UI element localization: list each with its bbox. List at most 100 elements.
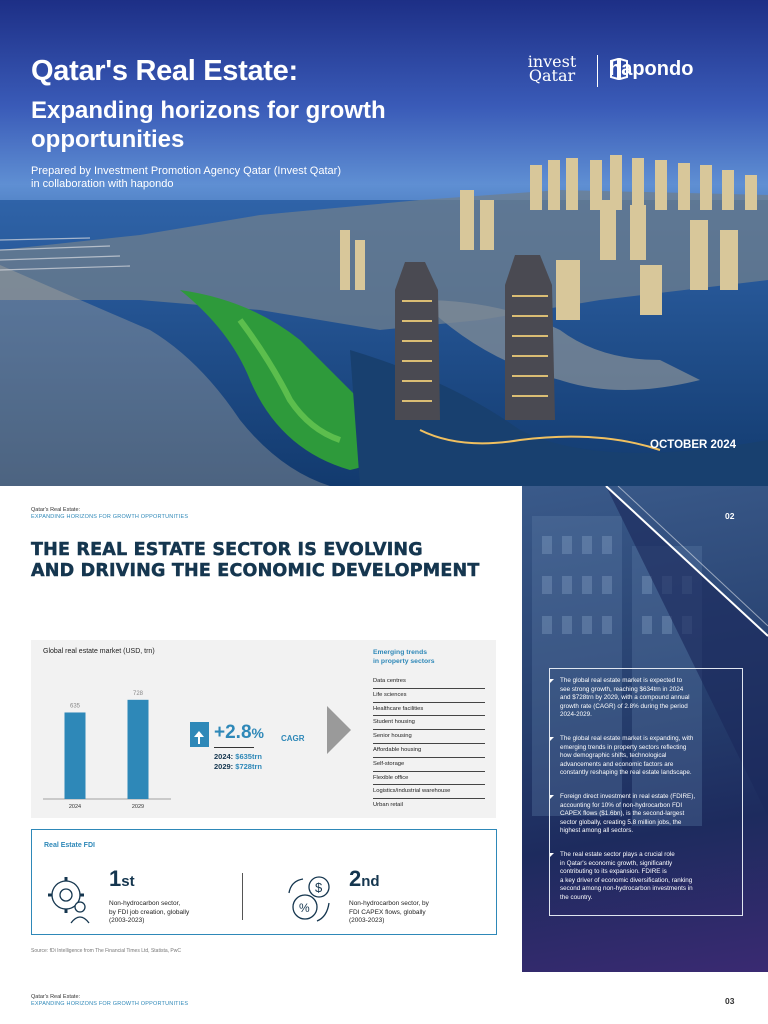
bullet-box [549, 668, 743, 916]
cover-title: Qatar's Real Estate: [31, 55, 298, 87]
fdi-divider [242, 873, 243, 920]
market-chart-panel: Global real estate market (USD, trn) 635… [31, 640, 496, 818]
rank1-desc-3: (2003-2023) [109, 917, 145, 924]
cagr-row2-value: $728trn [235, 762, 262, 771]
cagr-row1-value: $635trn [235, 752, 262, 761]
svg-text:$: $ [315, 880, 323, 895]
list-item: Self-storage [373, 758, 485, 772]
list-item: Logistics/industrial warehouse [373, 785, 485, 800]
building-photo-illustration [532, 486, 768, 826]
bullet-2-line: The global real estate market is expandi… [560, 735, 694, 742]
cover-subtitle: Expanding horizons for growth opportunit… [31, 97, 386, 153]
prepared-line-2: in collaboration with hapondo [31, 178, 174, 190]
bar-value-label: 635 [70, 703, 81, 709]
list-item: Healthcare facilities [373, 703, 485, 717]
rank2-number: 2 [349, 866, 362, 891]
hapondo-mark-icon [610, 58, 628, 80]
growth-arrow-icon [190, 722, 209, 747]
breadcrumb-title: Qatar's Real Estate: [31, 507, 81, 513]
rank1-desc-1: Non-hydrocarbon sector, [109, 900, 181, 907]
page-heading: THE REAL ESTATE SECTOR IS EVOLVING AND D… [31, 540, 511, 582]
page-number-03: 03 [725, 996, 735, 1006]
cagr-row-2029: 2029: $728trn [214, 762, 262, 771]
cagr-divider [214, 747, 254, 748]
trends-title: Emerging trends in property sectors [373, 648, 483, 666]
bullet-1-line: The global real estate market is expecte… [560, 677, 683, 684]
fdi-title: Real Estate FDI [44, 842, 95, 849]
bullet-3-line: accounting for 10% of non-hydrocarbon FD… [560, 801, 683, 809]
chart-title: Global real estate market (USD, trn) [43, 648, 155, 655]
fdi-panel: Real Estate FDI 1st Non-hydrocarbon sect… [31, 829, 497, 935]
fdi-rank-2: 2nd [349, 866, 380, 892]
list-item: Urban retail [373, 802, 403, 809]
bullet-2-line: constantly reshaping the real estate lan… [560, 769, 692, 776]
bullet-1-line: and $728trn by 2029, with a compound ann… [560, 694, 690, 701]
cagr-row-2024: 2024: $635trn [214, 752, 262, 761]
bullet-4-line: The real estate sector plays a crucial r… [560, 851, 675, 858]
heading-line-1: THE REAL ESTATE SECTOR IS EVOLVING [31, 540, 423, 561]
hapondo-text: hapondo [609, 58, 694, 80]
bullet-1: The global real estate market is expecte… [550, 677, 730, 720]
heading-line-2: AND DRIVING THE ECONOMIC DEVELOPMENT [31, 561, 480, 582]
logo-divider [597, 55, 598, 87]
breadcrumb-page-3: Qatar's Real Estate: EXPANDING HORIZONS … [31, 994, 188, 1007]
list-item: Senior housing [373, 730, 485, 744]
bullet-4-line: in Qatar's economic growth, significantl… [560, 859, 673, 867]
cagr-number: +2.8 [214, 722, 252, 743]
rank1-desc-2: by FDI job creation, globally [109, 908, 190, 916]
skyline-illustration [0, 155, 768, 486]
bullet-3-line: highest among all sectors. [560, 827, 634, 834]
breadcrumb-subtitle: EXPANDING HORIZONS FOR GROWTH OPPORTUNIT… [31, 513, 189, 520]
bullet-3-line: sector globally, creating 5.8 million jo… [560, 818, 682, 826]
x-tick-label: 2029 [132, 804, 144, 810]
rank2-desc-3: (2003-2023) [349, 917, 385, 924]
rank2-desc-2: FDI CAPEX flows, globally [349, 908, 426, 916]
cover-image: Qatar's Real Estate: Expanding horizons … [0, 0, 768, 486]
page-number-02: 02 [725, 511, 735, 521]
logo-qatar-text: Qatar [528, 66, 576, 85]
bullet-4: The real estate sector plays a crucial r… [550, 851, 730, 902]
hapondo-logo: hapondo [609, 58, 693, 81]
logo-invest-text: invest [527, 52, 577, 71]
bullet-4-line: the country. [560, 893, 593, 901]
list-item: Life sciences [373, 689, 485, 703]
bullet-1-line: see strong growth, reaching $634trn in 2… [560, 685, 684, 693]
x-tick-label: 2024 [69, 804, 81, 810]
gear-person-icon [48, 877, 90, 924]
fdi-rank-1: 1st [109, 866, 135, 892]
trends-title-line-1: Emerging trends [373, 649, 428, 656]
source-note: Source: fDi Intelligence from The Financ… [31, 948, 181, 954]
bullet-2-line: how demographic shifts, technological [560, 752, 667, 759]
trends-title-line-2: in property sectors [373, 658, 435, 665]
invest-qatar-logo: invest Qatar [520, 52, 584, 85]
money-exchange-icon: $ % [288, 876, 330, 922]
trends-list: Data centres Life sciences Healthcare fa… [373, 675, 485, 813]
bullet-3-line: Foreign direct investment in real estate… [560, 793, 696, 800]
fdi-rank-2-description: Non-hydrocarbon sector, by FDI CAPEX flo… [349, 900, 474, 926]
bullet-2: The global real estate market is expandi… [550, 735, 730, 778]
bullet-2-line: advancements and economic factors are [560, 760, 674, 768]
bullet-4-line: second among non-hydrocarbon investments… [560, 885, 693, 892]
list-item: Data centres [373, 675, 485, 689]
cagr-percent: % [251, 725, 264, 741]
breadcrumb-subtitle: EXPANDING HORIZONS FOR GROWTH OPPORTUNIT… [31, 1000, 189, 1007]
prepared-line-1: Prepared by Investment Promotion Agency … [31, 165, 341, 177]
bar-2024 [64, 712, 86, 799]
arrow-right-icon [327, 706, 351, 754]
list-item: Student housing [373, 716, 485, 731]
breadcrumb-title: Qatar's Real Estate: [31, 994, 81, 1000]
bar-2029 [127, 699, 149, 799]
fdi-rank-1-description: Non-hydrocarbon sector, by FDI job creat… [109, 900, 234, 926]
rank1-number: 1 [109, 866, 122, 891]
list-item: Affordable housing [373, 744, 485, 758]
cagr-row2-year: 2029: [214, 762, 236, 771]
cagr-label: CAGR [281, 734, 305, 743]
bar-chart: 635 2024 728 2029 [43, 691, 171, 810]
breadcrumb: Qatar's Real Estate: EXPANDING HORIZONS … [31, 507, 188, 520]
bullet-1-line: growth rate (CAGR) of 2.8% during the pe… [560, 702, 688, 710]
bullet-3: Foreign direct investment in real estate… [550, 793, 730, 836]
side-photo-panel [522, 486, 768, 972]
bullet-2-line: emerging trends in property sectors refl… [560, 743, 687, 751]
rank2-desc-1: Non-hydrocarbon sector, by [349, 900, 429, 907]
bullet-4-line: contributing to its expansion. FDIRE is [560, 868, 667, 875]
